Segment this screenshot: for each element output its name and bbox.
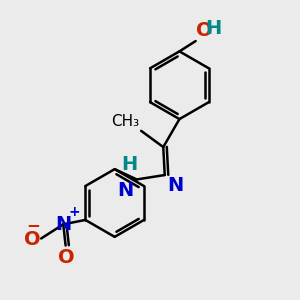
Text: N: N [55,215,71,234]
Text: CH₃: CH₃ [112,114,140,129]
Text: −: − [26,216,40,234]
Text: O: O [24,230,40,249]
Text: N: N [117,181,133,200]
Text: H: H [121,154,137,174]
Text: O: O [58,248,74,268]
Text: H: H [205,19,221,38]
Text: O: O [196,22,213,40]
Text: N: N [168,176,184,196]
Text: +: + [69,205,80,219]
